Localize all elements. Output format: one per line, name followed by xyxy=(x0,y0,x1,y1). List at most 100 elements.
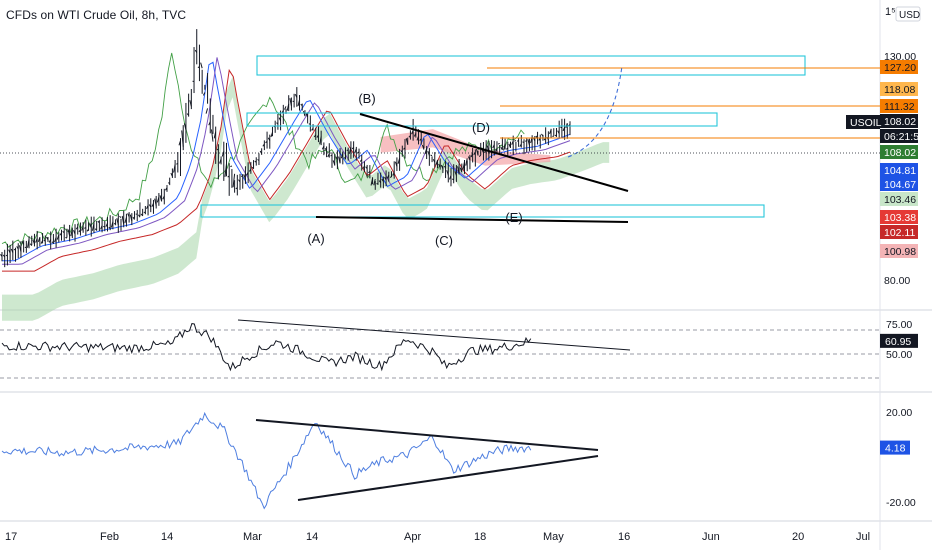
rsi-scale-label: 75.00 xyxy=(886,319,912,331)
currency-box[interactable] xyxy=(895,6,921,22)
price-bar-open xyxy=(48,239,52,243)
price-bar-open xyxy=(27,238,30,248)
price-bar-open xyxy=(397,158,401,164)
price-bar-open xyxy=(525,140,527,142)
price-label-bg xyxy=(880,60,918,74)
price-bar-open xyxy=(267,137,271,141)
price-bar-open xyxy=(500,146,503,151)
price-bar-open xyxy=(216,148,219,151)
price-bar-open xyxy=(10,248,14,253)
price-bar-open xyxy=(168,182,170,184)
price-bar-open xyxy=(400,150,403,153)
price-bar-open xyxy=(473,152,476,156)
price-bar-open xyxy=(516,140,519,142)
price-bar-open xyxy=(492,144,495,149)
price-label-bg xyxy=(880,163,918,177)
price-bar-open xyxy=(219,158,222,164)
price-bar-open xyxy=(35,238,38,243)
price-bar-open xyxy=(243,174,246,180)
oscillator-pane[interactable] xyxy=(1,411,599,510)
resistance-zone[interactable] xyxy=(200,204,765,218)
price-bar-open xyxy=(419,138,422,141)
price-bar-open xyxy=(462,161,466,170)
price-bar-open xyxy=(278,117,282,121)
price-bar-open xyxy=(0,254,3,257)
price-bar-open xyxy=(265,141,268,144)
price-bar-open xyxy=(403,147,406,150)
price-bar-open xyxy=(313,134,317,138)
price-pane[interactable]: (A) (B) (C) (D) (E) xyxy=(0,29,880,321)
price-bar-open xyxy=(365,166,368,169)
price-bar-open xyxy=(443,166,446,168)
price-bar-open xyxy=(362,165,365,170)
price-bar-open xyxy=(338,156,341,164)
price-bar-open xyxy=(65,236,68,239)
wave-label: (A) xyxy=(307,231,324,246)
price-bar-open xyxy=(116,218,119,226)
resistance-zone[interactable] xyxy=(256,55,806,76)
rsi-trendline[interactable] xyxy=(237,319,631,351)
price-label: 80.00 xyxy=(884,275,910,287)
time-axis[interactable]: 17 Feb 14 Mar 14 Apr 18 May 16 Jun 20 Jul xyxy=(5,531,870,543)
oscillator-lower-trendline[interactable] xyxy=(297,455,599,501)
price-bar-open xyxy=(554,134,557,137)
price-bar-open xyxy=(165,187,168,191)
price-bar-open xyxy=(438,163,441,168)
rsi-pane[interactable] xyxy=(0,319,880,379)
time-tick-label: 17 xyxy=(5,531,17,543)
price-bar-open xyxy=(86,228,89,232)
price-bar-open xyxy=(154,198,157,206)
price-label-bg xyxy=(880,99,918,113)
price-bar-open xyxy=(389,176,392,178)
price-bar-open xyxy=(270,132,273,138)
price-bar-open xyxy=(392,172,395,176)
currency-label[interactable]: USD xyxy=(899,10,920,21)
price-bar-open xyxy=(300,103,303,106)
price-bar-open xyxy=(549,129,552,135)
price-bar-open xyxy=(411,130,414,135)
price-scale[interactable]: 130.00127.20118.08111.32108.0206:21:5310… xyxy=(846,6,925,509)
upper-trendline[interactable] xyxy=(359,113,629,192)
price-label-bg xyxy=(880,82,918,96)
oscillator-upper-trendline[interactable] xyxy=(255,419,599,451)
price-bar-open xyxy=(170,172,173,177)
price-bar-open xyxy=(424,148,428,155)
wave-label: (B) xyxy=(358,91,375,106)
price-bar-open xyxy=(284,106,287,110)
price-bar-open xyxy=(127,213,130,217)
price-label: 103.38 xyxy=(884,212,916,224)
chart-title: CFDs on WTI Crude Oil, 8h, TVC xyxy=(6,8,187,22)
price-bar-open xyxy=(62,230,65,234)
price-bar-open xyxy=(381,178,384,182)
price-bar-open xyxy=(13,248,16,251)
price-bar-open xyxy=(435,160,438,165)
price-label-bg xyxy=(880,114,918,128)
price-bar-open xyxy=(240,175,243,178)
osc-scale-label: 20.00 xyxy=(886,407,912,419)
price-bar-open xyxy=(408,135,411,138)
price-bar-open xyxy=(159,195,163,202)
price-bar-open xyxy=(519,143,522,147)
price-bar-open xyxy=(124,217,127,224)
price-bar-open xyxy=(75,226,79,230)
price-bar-open xyxy=(5,254,8,257)
price-label-bg xyxy=(880,225,918,239)
symbol-tag: USOIL xyxy=(850,117,882,129)
price-bar-open xyxy=(421,144,425,150)
price-bar-open xyxy=(140,213,144,217)
price-bar-open xyxy=(340,153,344,159)
price-label: 102.11 xyxy=(884,227,915,239)
lower-trendline[interactable] xyxy=(315,216,629,223)
time-tick-label: 18 xyxy=(474,531,486,543)
price-label-bg xyxy=(880,145,918,159)
resistance-zone[interactable] xyxy=(246,112,718,127)
price-bar-open xyxy=(235,187,238,190)
oscillator-line xyxy=(1,411,532,510)
price-bar-open xyxy=(51,241,54,244)
price-bar-open xyxy=(181,130,184,147)
price-bar-open xyxy=(94,228,98,231)
time-tick-label: Apr xyxy=(404,531,421,543)
price-bar-open xyxy=(332,160,336,165)
price-bar-open xyxy=(40,240,44,244)
